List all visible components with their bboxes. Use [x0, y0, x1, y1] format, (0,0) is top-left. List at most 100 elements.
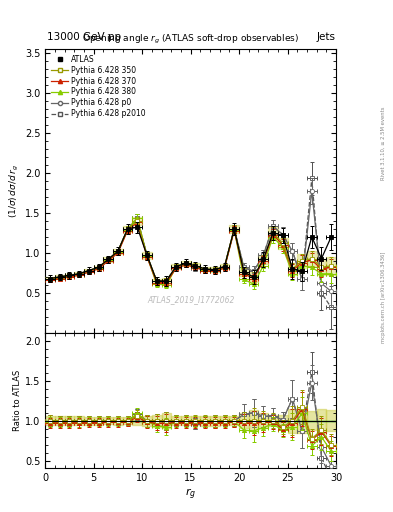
Pythia 6.428 350: [309, 255, 314, 262]
Pythia 6.428 350: [232, 226, 237, 232]
Pythia 6.428 350: [193, 263, 198, 269]
Pythia 6.428 p0: [154, 278, 159, 284]
Pythia 6.428 380: [280, 244, 285, 250]
Pythia 6.428 p0: [145, 252, 149, 259]
Pythia 6.428 370: [222, 265, 227, 271]
Text: Rivet 3.1.10, ≥ 2.5M events: Rivet 3.1.10, ≥ 2.5M events: [381, 106, 386, 180]
Pythia 6.428 p2010: [116, 248, 120, 254]
Pythia 6.428 p0: [271, 223, 275, 229]
Pythia 6.428 p0: [213, 267, 217, 273]
Pythia 6.428 p0: [232, 226, 237, 232]
Pythia 6.428 350: [48, 275, 52, 282]
Pythia 6.428 350: [242, 269, 246, 275]
Pythia 6.428 380: [232, 227, 237, 233]
ATLAS: [193, 263, 198, 269]
Pythia 6.428 370: [96, 266, 101, 272]
Pythia 6.428 p2010: [145, 252, 149, 259]
Pythia 6.428 370: [280, 242, 285, 248]
ATLAS: [116, 248, 120, 254]
Pythia 6.428 p2010: [213, 267, 217, 273]
Pythia 6.428 380: [213, 267, 217, 273]
Pythia 6.428 370: [106, 258, 110, 264]
Pythia 6.428 380: [145, 253, 149, 259]
Pythia 6.428 380: [67, 273, 72, 279]
Pythia 6.428 p0: [242, 264, 246, 270]
Pythia 6.428 p2010: [261, 252, 266, 259]
Pythia 6.428 350: [125, 226, 130, 232]
Pythia 6.428 350: [300, 258, 305, 264]
Pythia 6.428 380: [193, 264, 198, 270]
Pythia 6.428 370: [145, 254, 149, 260]
Pythia 6.428 350: [271, 230, 275, 236]
Pythia 6.428 p0: [184, 260, 188, 266]
Pythia 6.428 370: [300, 260, 305, 266]
Pythia 6.428 p0: [174, 264, 178, 270]
Pythia 6.428 p0: [116, 248, 120, 254]
Pythia 6.428 370: [48, 277, 52, 283]
Pythia 6.428 370: [251, 275, 256, 282]
Pythia 6.428 p2010: [184, 260, 188, 266]
Pythia 6.428 p0: [290, 248, 295, 254]
Pythia 6.428 p0: [77, 271, 81, 277]
Pythia 6.428 p0: [319, 280, 324, 286]
Y-axis label: $(1/\sigma)\,d\sigma/d\,r_g$: $(1/\sigma)\,d\sigma/d\,r_g$: [7, 164, 21, 218]
Pythia 6.428 350: [116, 248, 120, 254]
X-axis label: $r_g$: $r_g$: [185, 486, 196, 502]
Pythia 6.428 p2010: [309, 175, 314, 181]
Pythia 6.428 p2010: [96, 264, 101, 270]
Pythia 6.428 370: [213, 268, 217, 274]
Pythia 6.428 p2010: [174, 264, 178, 270]
Pythia 6.428 350: [213, 267, 217, 273]
Pythia 6.428 p2010: [222, 264, 227, 270]
Line: Pythia 6.428 p0: Pythia 6.428 p0: [48, 189, 333, 293]
Pythia 6.428 p0: [222, 264, 227, 270]
Text: Opening angle $r_g$ (ATLAS soft-drop observables): Opening angle $r_g$ (ATLAS soft-drop obs…: [82, 33, 299, 46]
Pythia 6.428 p2010: [164, 278, 169, 284]
Pythia 6.428 p2010: [86, 267, 91, 273]
Pythia 6.428 p0: [193, 265, 198, 271]
Pythia 6.428 380: [203, 267, 208, 273]
Pythia 6.428 370: [77, 272, 81, 279]
Pythia 6.428 p2010: [135, 216, 140, 222]
Pythia 6.428 p2010: [251, 268, 256, 274]
Pythia 6.428 370: [261, 258, 266, 264]
Pythia 6.428 p0: [280, 231, 285, 238]
Pythia 6.428 370: [86, 269, 91, 275]
Pythia 6.428 p2010: [48, 275, 52, 282]
Pythia 6.428 380: [57, 275, 62, 281]
Pythia 6.428 p2010: [271, 223, 275, 229]
Pythia 6.428 380: [174, 264, 178, 270]
Pythia 6.428 p0: [329, 288, 334, 294]
ATLAS: [125, 226, 130, 232]
Pythia 6.428 380: [77, 271, 81, 278]
Pythia 6.428 p0: [309, 188, 314, 195]
Pythia 6.428 p2010: [280, 231, 285, 238]
Pythia 6.428 p2010: [67, 272, 72, 279]
ATLAS: [57, 274, 62, 280]
Pythia 6.428 350: [203, 266, 208, 272]
Line: Pythia 6.428 350: Pythia 6.428 350: [48, 219, 333, 283]
Pythia 6.428 380: [96, 265, 101, 271]
Pythia 6.428 350: [96, 264, 101, 270]
Text: 13000 GeV pp: 13000 GeV pp: [47, 32, 121, 42]
ATLAS: [290, 266, 295, 272]
Pythia 6.428 350: [86, 267, 91, 273]
Text: ATLAS_2019_I1772062: ATLAS_2019_I1772062: [147, 295, 234, 305]
Y-axis label: Ratio to ATLAS: Ratio to ATLAS: [13, 370, 22, 432]
Pythia 6.428 p2010: [290, 248, 295, 254]
Pythia 6.428 380: [319, 271, 324, 277]
Pythia 6.428 350: [319, 264, 324, 270]
Pythia 6.428 370: [232, 227, 237, 233]
Pythia 6.428 350: [174, 264, 178, 270]
Pythia 6.428 380: [164, 282, 169, 288]
Pythia 6.428 370: [154, 280, 159, 286]
ATLAS: [329, 234, 334, 240]
Pythia 6.428 p2010: [300, 276, 305, 283]
Line: Pythia 6.428 p2010: Pythia 6.428 p2010: [48, 176, 333, 309]
Pythia 6.428 380: [154, 281, 159, 287]
ATLAS: [319, 255, 324, 262]
Pythia 6.428 350: [106, 257, 110, 263]
Pythia 6.428 370: [319, 266, 324, 272]
Legend: ATLAS, Pythia 6.428 350, Pythia 6.428 370, Pythia 6.428 380, Pythia 6.428 p0, Py: ATLAS, Pythia 6.428 350, Pythia 6.428 37…: [49, 52, 148, 121]
Pythia 6.428 350: [251, 274, 256, 280]
